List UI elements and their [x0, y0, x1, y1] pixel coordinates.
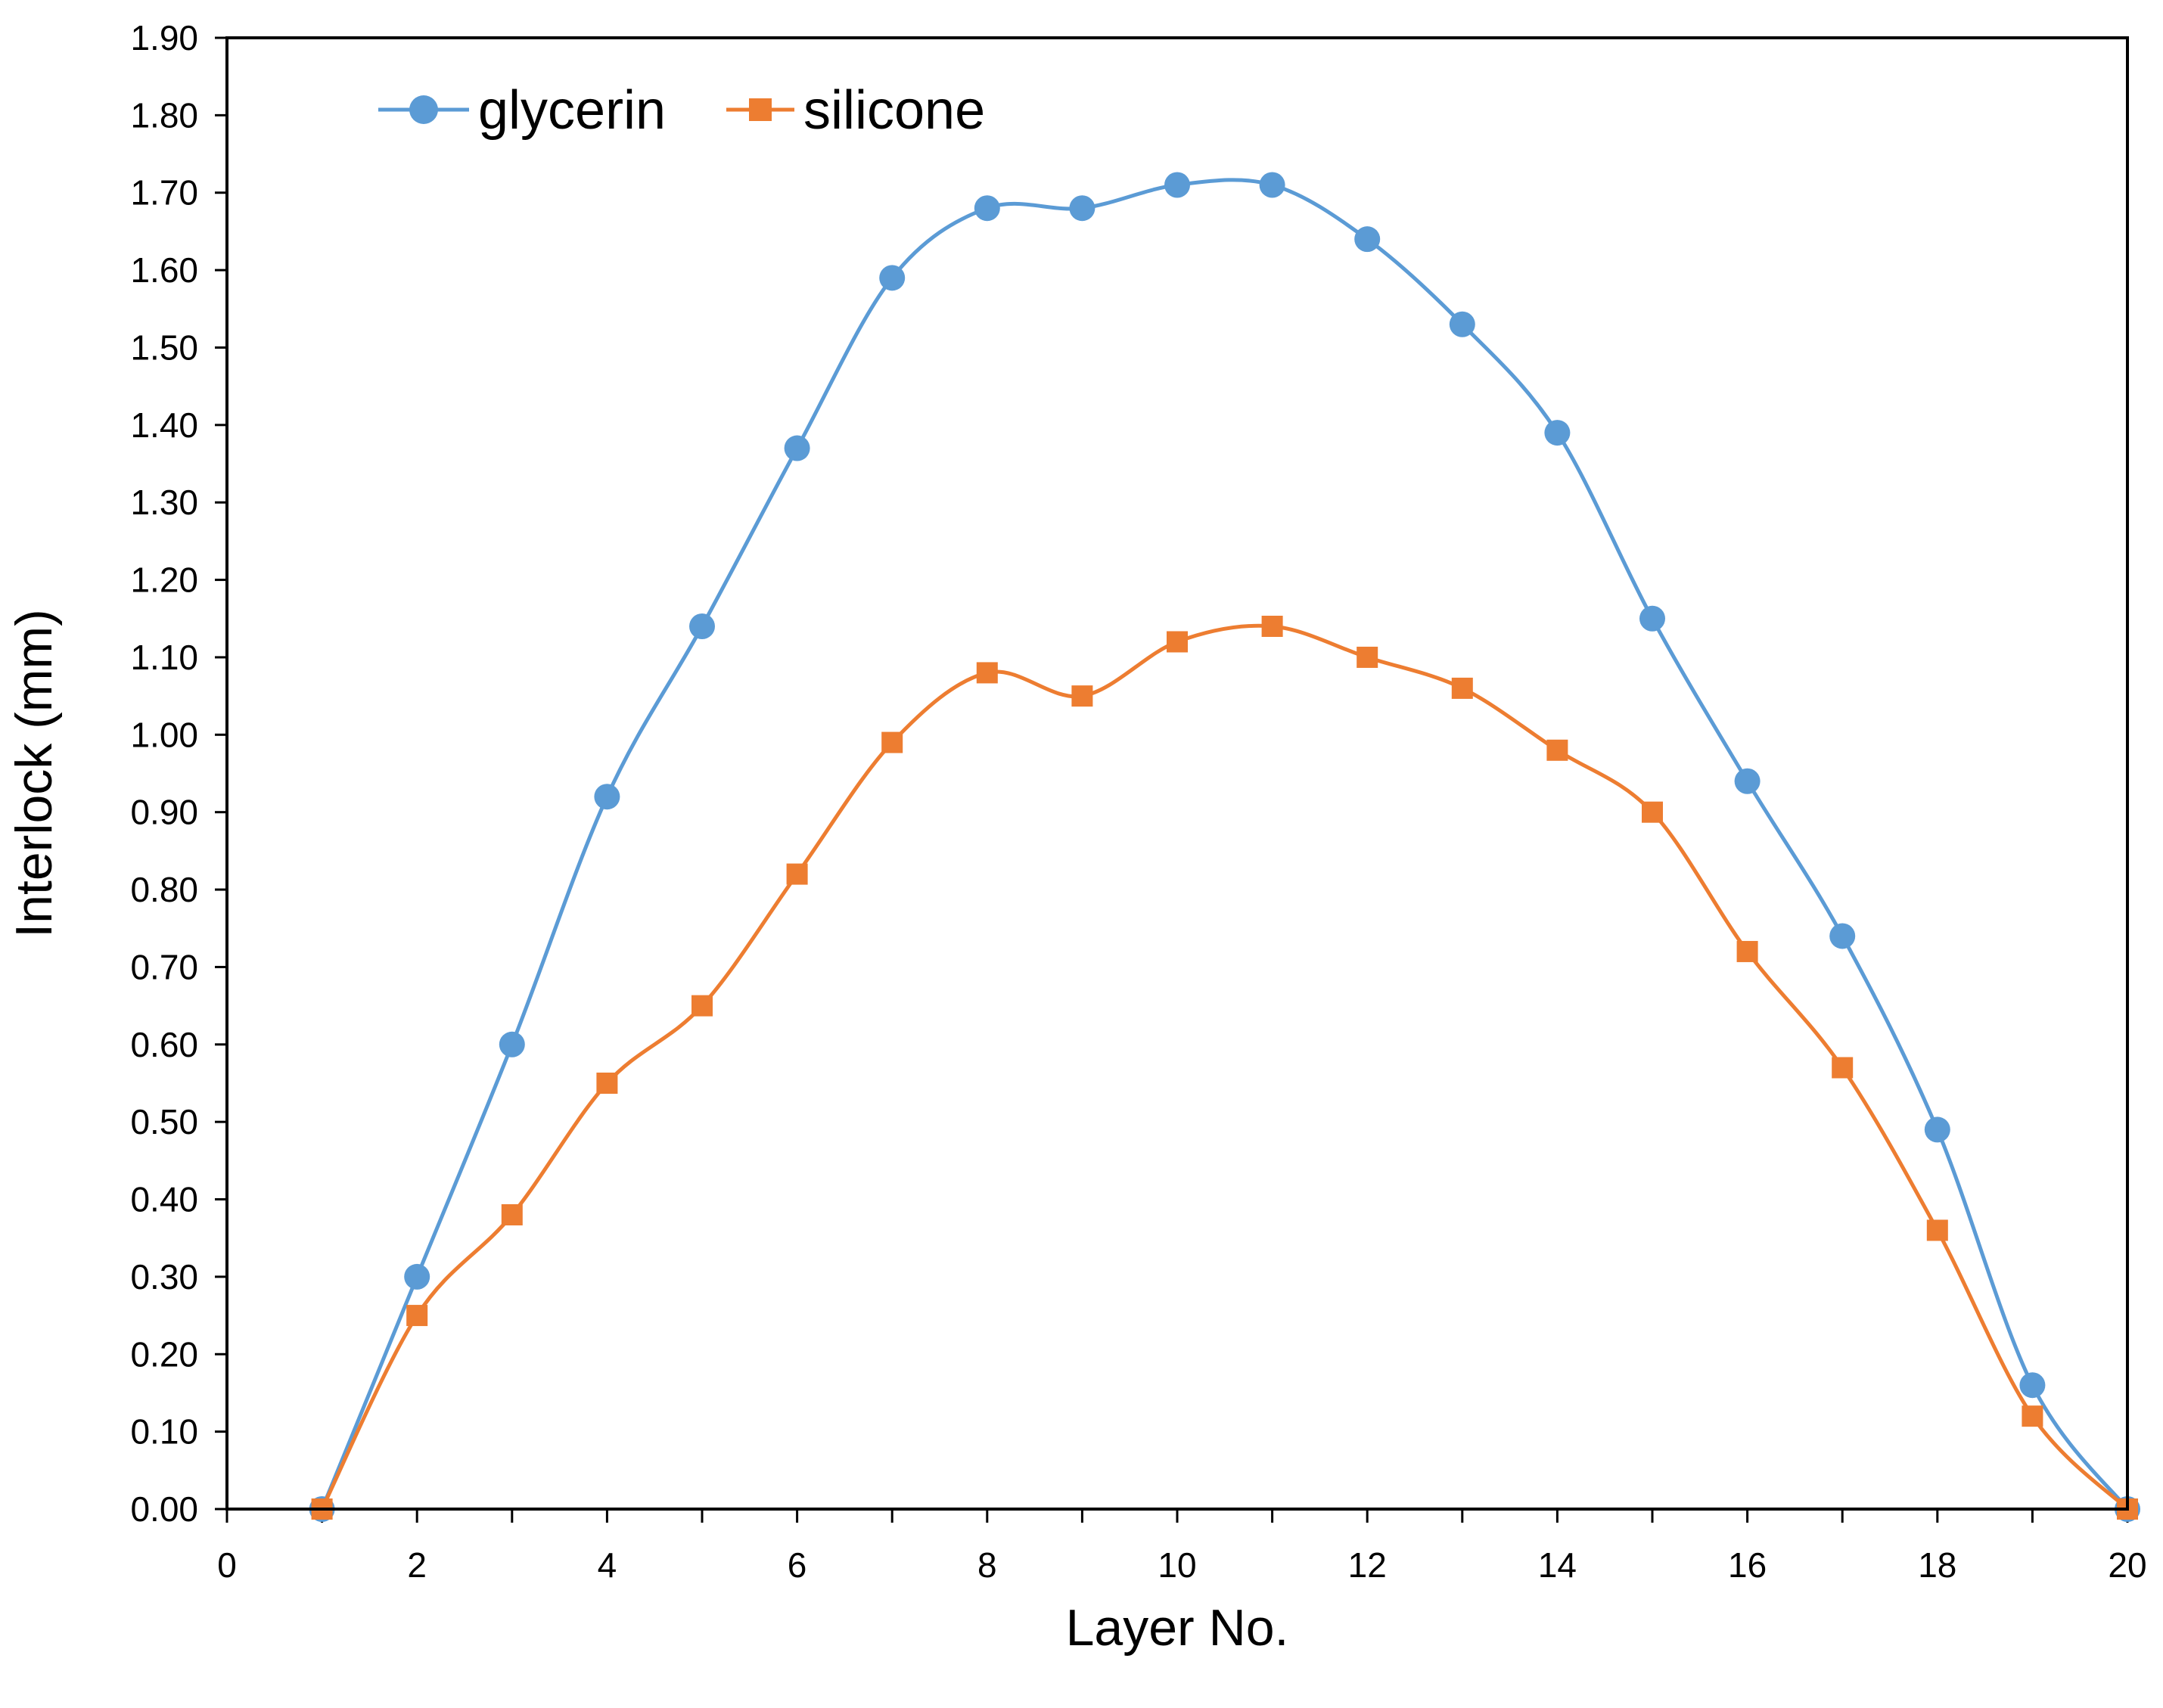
- silicone-point: [501, 1204, 523, 1225]
- glycerin-point: [594, 784, 620, 810]
- series-silicone: [311, 616, 2138, 1520]
- y-tick-label: 1.20: [130, 561, 198, 600]
- x-tick-label: 0: [217, 1545, 237, 1585]
- glycerin-point: [1259, 172, 1285, 198]
- x-tick-label: 12: [1348, 1545, 1387, 1585]
- y-tick-label: 0.40: [130, 1180, 198, 1219]
- silicone-point: [1357, 646, 1378, 668]
- y-tick-label: 0.60: [130, 1025, 198, 1064]
- silicone-point: [1832, 1057, 1854, 1079]
- glycerin-point: [1449, 311, 1475, 337]
- y-tick-label: 0.80: [130, 870, 198, 909]
- y-tick-label: 0.20: [130, 1334, 198, 1374]
- glycerin-point: [1639, 605, 1665, 632]
- glycerin-point: [879, 265, 906, 291]
- y-tick-label: 1.50: [130, 328, 198, 367]
- silicone-point: [1736, 940, 1758, 962]
- y-tick-label: 1.40: [130, 405, 198, 445]
- series-glycerin: [309, 172, 2140, 1522]
- x-tick-label: 20: [2108, 1545, 2146, 1585]
- y-tick-label: 1.80: [130, 95, 198, 135]
- glycerin-point: [404, 1263, 430, 1290]
- silicone-point: [1071, 685, 1093, 707]
- silicone-point: [1167, 631, 1188, 653]
- silicone-point: [1546, 739, 1568, 761]
- legend-glycerin-marker: [409, 95, 438, 124]
- x-axis-title: Layer No.: [1066, 1599, 1289, 1657]
- glycerin-point: [1734, 768, 1761, 794]
- glycerin-point: [1544, 420, 1571, 446]
- x-axis-ticks: 0 2 4 6 8 10 12 14 16 18 20: [217, 1509, 2147, 1585]
- glycerin-point: [689, 613, 715, 639]
- y-tick-label: 1.30: [130, 483, 198, 522]
- silicone-point: [786, 863, 808, 885]
- y-tick-label: 0.70: [130, 947, 198, 986]
- silicone-point: [691, 995, 713, 1017]
- silicone-point: [2022, 1405, 2043, 1427]
- y-tick-label: 0.30: [130, 1257, 198, 1297]
- x-tick-label: 14: [1538, 1545, 1577, 1585]
- x-tick-label: 16: [1728, 1545, 1767, 1585]
- y-axis-ticks: 0.00 0.10 0.20 0.30 0.40 0.50 0.60 0.70 0.80 0.90…: [130, 18, 227, 1529]
- y-tick-label: 1.60: [130, 250, 198, 290]
- x-tick-label: 8: [977, 1545, 997, 1585]
- glycerin-point: [1164, 172, 1190, 198]
- glycerin-point: [784, 435, 810, 461]
- silicone-point: [976, 662, 998, 684]
- x-tick-label: 6: [788, 1545, 807, 1585]
- glycerin-point: [1069, 195, 1095, 222]
- legend: glycerin silicone: [378, 80, 985, 141]
- x-tick-label: 4: [598, 1545, 617, 1585]
- legend-silicone-label: silicone: [803, 80, 985, 141]
- glycerin-point: [974, 195, 1000, 222]
- glycerin-point: [2019, 1372, 2046, 1399]
- glycerin-point: [499, 1031, 525, 1057]
- silicone-point: [1642, 801, 1663, 823]
- y-tick-label: 0.10: [130, 1412, 198, 1452]
- series-layer: [309, 172, 2140, 1522]
- y-tick-label: 1.00: [130, 715, 198, 754]
- legend-silicone-marker: [749, 98, 772, 121]
- x-tick-label: 18: [1918, 1545, 1956, 1585]
- plot-area-frame: [225, 36, 2129, 1511]
- y-tick-label: 0.00: [130, 1489, 198, 1529]
- glycerin-point: [1924, 1116, 1950, 1143]
- silicone-point: [1261, 616, 1283, 637]
- y-axis-title: Interlock (mm): [5, 609, 63, 937]
- y-tick-label: 1.10: [130, 638, 198, 677]
- y-tick-label: 1.90: [130, 18, 198, 57]
- glycerin-point: [1354, 226, 1381, 253]
- x-tick-label: 2: [407, 1545, 427, 1585]
- silicone-point: [406, 1305, 428, 1327]
- silicone-point: [881, 731, 903, 753]
- y-tick-label: 0.50: [130, 1102, 198, 1141]
- silicone-point: [1451, 677, 1473, 699]
- silicone-point: [596, 1072, 618, 1094]
- y-tick-label: 1.70: [130, 173, 198, 213]
- y-tick-label: 0.90: [130, 793, 198, 832]
- silicone-point: [1926, 1219, 1948, 1241]
- glycerin-point: [1829, 923, 1856, 949]
- x-tick-label: 10: [1158, 1545, 1196, 1585]
- legend-glycerin-label: glycerin: [478, 80, 666, 141]
